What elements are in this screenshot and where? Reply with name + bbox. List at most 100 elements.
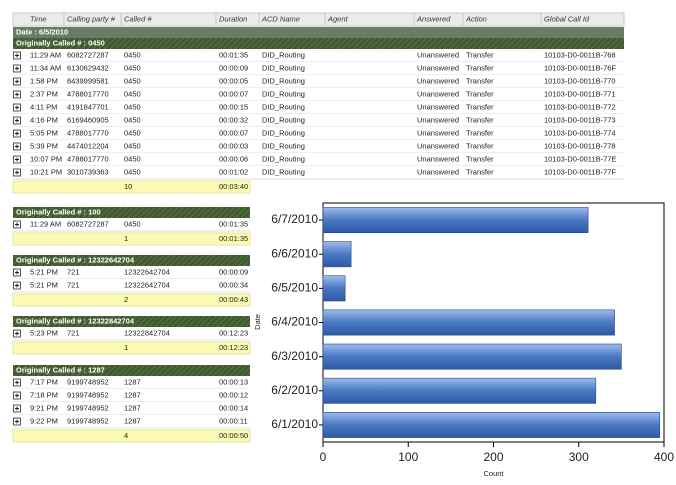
column-header: Answered [416, 14, 451, 23]
cell: DID_Routing [262, 102, 305, 111]
cell: Unanswered [417, 128, 459, 137]
cell: 5:05 PM [30, 128, 58, 137]
expand-plus [15, 66, 19, 71]
cell: Transfer [466, 76, 494, 85]
cell: 1287 [124, 416, 141, 425]
cell: 4788017770 [67, 89, 109, 98]
group-header [13, 316, 250, 327]
summary-row [12, 232, 251, 246]
date-row [13, 27, 624, 38]
x-axis-label: Count [483, 469, 504, 478]
cell: 00:01:02 [219, 167, 248, 176]
cell: 0450 [124, 89, 141, 98]
cell: 00:00:12 [219, 390, 248, 399]
table-row [13, 415, 250, 428]
summary-total: 00:00:43 [219, 295, 248, 304]
y-tick-label: 6/3/2010 [271, 349, 318, 363]
expand-plus [15, 92, 19, 97]
cell: 9199748952 [67, 403, 109, 412]
cell: 0450 [124, 102, 141, 111]
cell: 3010739363 [67, 167, 109, 176]
bar [322, 207, 589, 234]
cell: 0450 [124, 128, 141, 137]
cell: 00:00:11 [219, 416, 248, 425]
cell: 0450 [124, 76, 141, 85]
column-header: Calling party # [67, 14, 116, 23]
cell: 10103-D0-0011B-770 [544, 76, 616, 85]
cell: DID_Routing [262, 141, 305, 150]
cell: 2:37 PM [30, 89, 58, 98]
cell: Transfer [466, 167, 494, 176]
y-tick-label: 6/1/2010 [271, 417, 318, 431]
expand-plus [15, 283, 19, 288]
cell: Unanswered [417, 167, 459, 176]
summary-total: 00:03:40 [219, 182, 248, 191]
expand-plus [15, 79, 19, 84]
expand-plus [15, 131, 19, 136]
bar [322, 343, 622, 370]
cell: DID_Routing [262, 115, 305, 124]
x-tick-label: 0 [320, 450, 327, 464]
cell: 0450 [124, 115, 141, 124]
cell: Transfer [466, 50, 494, 59]
cell: 0450 [124, 63, 141, 72]
cell: 0450 [124, 141, 141, 150]
expand-plus [15, 118, 19, 123]
summary-total: 00:12:23 [219, 343, 248, 352]
cell: 5:21 PM [30, 267, 58, 276]
expand-plus [15, 222, 19, 227]
cell: 9199748952 [67, 390, 109, 399]
summary-count: 1 [124, 234, 128, 243]
cell: 8439999581 [67, 76, 109, 85]
x-tick-label: 300 [569, 450, 589, 464]
cell: DID_Routing [262, 128, 305, 137]
y-tick-label: 6/7/2010 [271, 212, 318, 226]
cell: 5:23 PM [30, 328, 58, 337]
cell: Unanswered [417, 102, 459, 111]
table-row [13, 166, 624, 179]
cell: 10103-D0-0011B-768 [544, 50, 616, 59]
summary-row [12, 341, 251, 355]
group-title: Originally Called # : 12322642704 [16, 255, 135, 264]
group-title: Originally Called # : 12322842704 [16, 316, 135, 325]
cell: 6082727287 [67, 219, 109, 228]
expand-plus [15, 331, 19, 336]
cell: 00:00:15 [219, 102, 248, 111]
cell: 0450 [124, 219, 141, 228]
cell: 6130629432 [67, 63, 109, 72]
x-tick-label: 200 [483, 450, 503, 464]
y-tick-label: 6/6/2010 [271, 246, 318, 260]
cell: 00:01:35 [219, 50, 248, 59]
y-tick-label: 6/2/2010 [271, 383, 318, 397]
cell: 10103-D0-0011B-774 [544, 128, 616, 137]
table-row [13, 88, 624, 101]
cell: 00:00:07 [219, 89, 248, 98]
cell: 6082727287 [67, 50, 109, 59]
x-tick-label: 100 [398, 450, 418, 464]
table-row [13, 218, 250, 231]
cell: 10103-D0-0011B-778 [544, 141, 616, 150]
cell: 7:18 PM [30, 390, 58, 399]
table-row [13, 75, 624, 88]
cell: 0450 [124, 167, 141, 176]
y-tick-label: 6/4/2010 [271, 315, 318, 329]
cell: DID_Routing [262, 167, 305, 176]
cell: Transfer [466, 102, 494, 111]
cell: 00:01:35 [219, 219, 248, 228]
cell: DID_Routing [262, 76, 305, 85]
table-row [13, 114, 624, 127]
summary-count: 1 [124, 343, 128, 352]
cell: DID_Routing [262, 154, 305, 163]
table-row [13, 402, 250, 415]
table-row [13, 140, 624, 153]
cell: 00:00:13 [219, 377, 248, 386]
table-row [13, 376, 250, 389]
expand-plus [15, 53, 19, 58]
cell: DID_Routing [262, 89, 305, 98]
table-row [13, 62, 624, 75]
column-header: Called # [124, 14, 152, 23]
cell: 721 [67, 328, 80, 337]
cell: DID_Routing [262, 50, 305, 59]
column-header: Action [465, 14, 487, 23]
cell: 10103-D0-0011B-77F [544, 167, 616, 176]
